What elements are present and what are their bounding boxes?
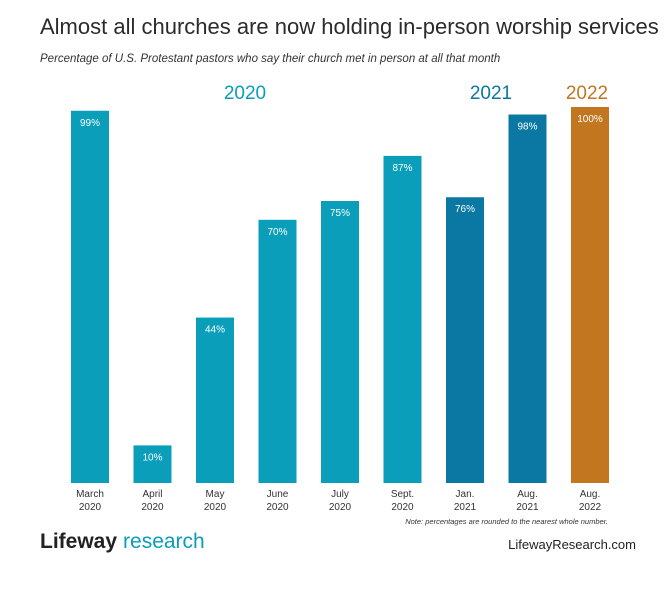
bar-jan-2021 [446, 197, 484, 484]
x-tick-label-year: 2021 [454, 502, 477, 513]
bar-june-2020 [258, 219, 297, 484]
data-label: 44% [205, 325, 225, 336]
x-tick-label-year: 2020 [266, 502, 289, 513]
bar-aug-2022 [571, 107, 609, 483]
bar-march-2020 [71, 110, 109, 483]
x-tick-label-month: May [206, 489, 225, 500]
logo-brand: Lifeway [40, 530, 118, 553]
x-tick-label-year: 2020 [79, 502, 102, 513]
x-tick-label-month: Aug. [580, 489, 601, 500]
data-label: 10% [142, 452, 162, 463]
data-label: 70% [267, 227, 287, 238]
bar-chart: 99% March 2020 10% April 2020 44% May 2020 70% Jun… [71, 83, 609, 513]
data-label: 87% [392, 163, 412, 174]
logo-sub: research [123, 530, 205, 553]
data-label: 75% [330, 208, 350, 219]
bar-may-2020 [196, 317, 234, 483]
x-tick-label-month: April [142, 489, 162, 500]
x-tick-label-year: 2020 [141, 502, 164, 513]
x-tick-label-year: 2020 [204, 502, 227, 513]
bar-sept-2020 [383, 155, 422, 483]
x-tick-label-year: 2020 [329, 502, 352, 513]
data-label: 100% [577, 114, 603, 125]
x-tick-label-month: Sept. [391, 489, 414, 500]
chart-subtitle: Percentage of U.S. Protestant pastors wh… [40, 53, 501, 65]
bar-april-2020 [133, 445, 172, 483]
data-label: 76% [455, 204, 475, 215]
x-tick-label-month: March [76, 489, 104, 500]
group-label-2020: 2020 [224, 83, 266, 104]
data-label: 99% [80, 118, 100, 129]
x-tick-label-year: 2020 [391, 502, 414, 513]
bar-aug-2021 [508, 114, 547, 484]
lifeway-research-logo: Lifeway research [40, 530, 205, 554]
x-tick-label-year: 2021 [516, 502, 539, 513]
chart-title: Almost all churches are now holding in-p… [40, 14, 659, 39]
rounding-note: Note: percentages are rounded to the nea… [405, 517, 608, 526]
data-label: 98% [517, 122, 537, 133]
group-label-2021: 2021 [470, 83, 512, 104]
website-url: LifewayResearch.com [508, 537, 636, 552]
x-tick-label-month: Jan. [456, 489, 475, 500]
x-tick-label-month: June [267, 489, 289, 500]
x-tick-label-year: 2022 [579, 502, 602, 513]
group-label-2022: 2022 [566, 83, 608, 104]
x-tick-label-month: July [331, 489, 349, 500]
bar-july-2020 [321, 201, 359, 483]
x-tick-label-month: Aug. [517, 489, 538, 500]
